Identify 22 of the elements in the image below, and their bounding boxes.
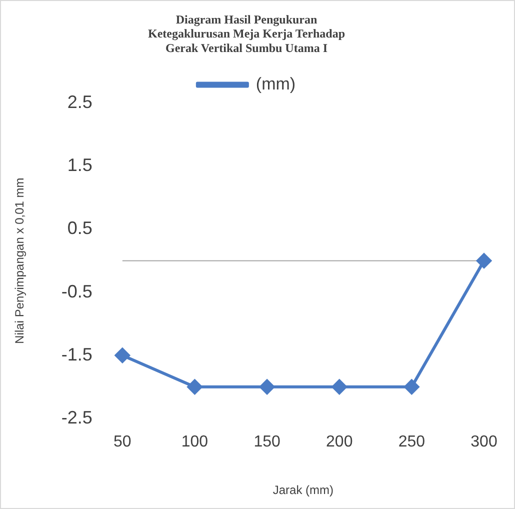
y-axis-title: Nilai Penyimpangan x 0,01 mm [12, 178, 27, 344]
y-tick-label: 0.5 [67, 218, 92, 238]
x-tick-label: 300 [470, 433, 498, 450]
chart-title: Diagram Hasil Pengukuran Ketegaklurusan Meja Kerja Terhadap Gerak Vertikal Sumbu Utama I [148, 12, 346, 56]
y-tick-label: 1.5 [67, 155, 92, 176]
point [260, 379, 275, 394]
point [187, 379, 202, 394]
point [114, 348, 130, 363]
y-tick-label: -2.5 [61, 407, 92, 428]
x-tick-label: 100 [181, 433, 208, 450]
point [332, 379, 347, 394]
x-axis-title: Jarak (mm) [272, 483, 334, 498]
y-tick-label: -0.5 [61, 281, 92, 302]
y-tick-label: -1.5 [61, 344, 92, 364]
legend-label: (mm) [256, 74, 296, 94]
x-tick-label: 250 [398, 433, 426, 450]
x-tick-label: 50 [114, 433, 132, 450]
x-tick-label: 200 [326, 433, 353, 450]
x-tick-label: 150 [254, 433, 280, 450]
point [476, 253, 492, 268]
y-tick-label: 2.5 [67, 92, 92, 112]
point [404, 379, 420, 394]
